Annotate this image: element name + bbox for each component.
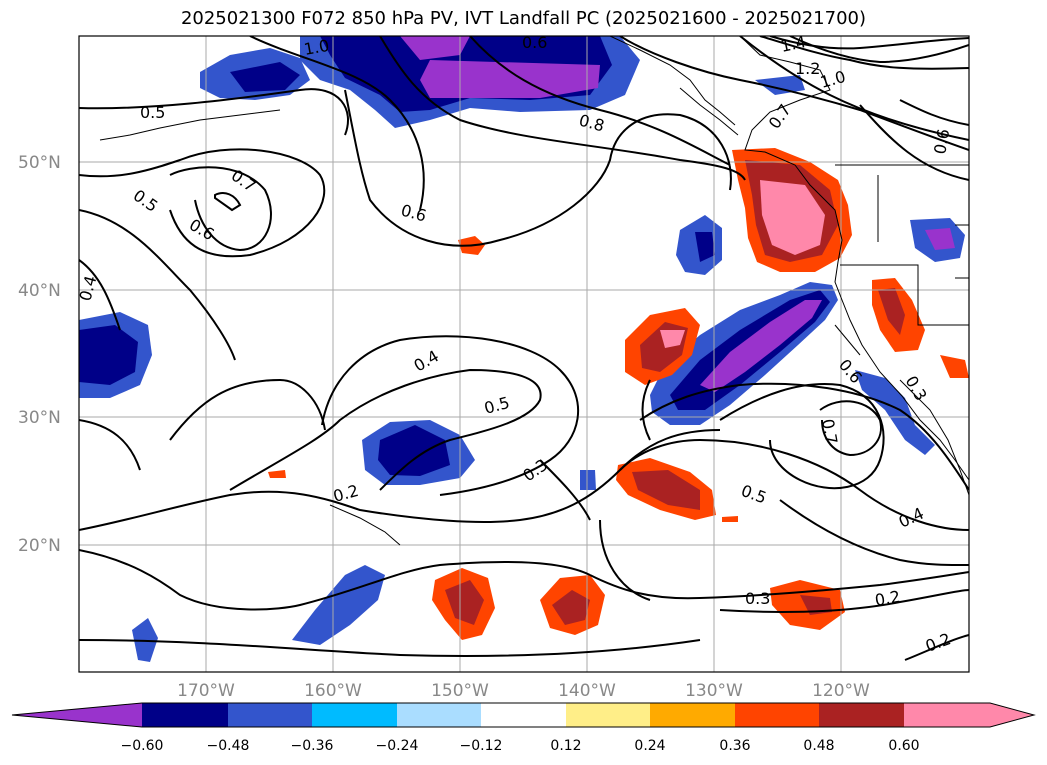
colorbar-tick-label: 0.36 bbox=[719, 738, 750, 754]
lon-label: 150°W bbox=[431, 681, 489, 701]
map-title: 2025021300 F072 850 hPa PV, IVT Landfall… bbox=[180, 8, 867, 29]
lon-label: 170°W bbox=[177, 681, 235, 701]
contour-label: 1.4 bbox=[779, 32, 808, 56]
contour-label: 1.2 bbox=[795, 59, 820, 78]
lon-label: 140°W bbox=[558, 681, 616, 701]
lon-label: 130°W bbox=[685, 681, 743, 701]
colorbar-segment bbox=[566, 703, 650, 727]
colorbar-segment bbox=[312, 703, 397, 727]
negative-pv-region-sw bbox=[292, 565, 385, 645]
colorbar-tick-label: −0.24 bbox=[376, 738, 419, 754]
colorbar-segment bbox=[819, 703, 904, 727]
lon-label: 120°W bbox=[812, 681, 870, 701]
map-area bbox=[79, 36, 969, 672]
colorbar-tick-label: −0.60 bbox=[121, 738, 164, 754]
longitude-axis: 170°W 160°W 150°W 140°W 130°W 120°W bbox=[177, 681, 870, 701]
colorbar: −0.60 −0.48 −0.36 −0.24 −0.12 0.12 0.24 … bbox=[11, 702, 1036, 754]
map-border bbox=[78, 35, 970, 673]
lat-label: 40°N bbox=[18, 281, 61, 301]
colorbar-tick-label: 0.12 bbox=[550, 738, 581, 754]
contour-label: 0.4 bbox=[76, 274, 101, 304]
colorbar-tick-label: −0.12 bbox=[460, 738, 503, 754]
colorbar-segment bbox=[481, 703, 566, 727]
colorbar-segment bbox=[397, 703, 481, 727]
coastlines bbox=[99, 36, 969, 546]
colorbar-tick-label: 0.60 bbox=[888, 738, 919, 754]
colorbar-segment bbox=[735, 703, 819, 727]
lon-label: 160°W bbox=[304, 681, 362, 701]
colorbar-outline bbox=[11, 702, 1036, 728]
colorbar-tick-label: −0.48 bbox=[207, 738, 250, 754]
lat-label: 20°N bbox=[18, 536, 61, 556]
contour-label: 0.6 bbox=[522, 33, 547, 52]
contour-label: 1.0 bbox=[302, 36, 330, 59]
colorbar-segment bbox=[142, 703, 228, 727]
colorbar-extend-low bbox=[12, 703, 142, 727]
colorbar-segment bbox=[228, 703, 312, 727]
pv-fill-layer bbox=[79, 36, 969, 662]
contour-label: 0.5 bbox=[140, 103, 165, 122]
colorbar-tick-label: 0.24 bbox=[634, 738, 665, 754]
colorbar-extend-high bbox=[904, 703, 1034, 727]
contour-label: 0.6 bbox=[930, 127, 953, 155]
contour-label: 0.2 bbox=[873, 587, 901, 610]
gridlines bbox=[79, 36, 969, 672]
contour-label: 0.3 bbox=[745, 589, 770, 608]
contour-label: 0.7 bbox=[818, 417, 841, 445]
colorbar-ticks: −0.60 −0.48 −0.36 −0.24 −0.12 0.12 0.24 … bbox=[121, 738, 920, 754]
colorbar-tick-label: 0.48 bbox=[803, 738, 834, 754]
colorbar-tick-label: −0.36 bbox=[291, 738, 334, 754]
lat-label: 30°N bbox=[18, 408, 61, 428]
pv-contours bbox=[79, 36, 969, 661]
latitude-axis: 50°N 40°N 30°N 20°N bbox=[18, 153, 61, 556]
colorbar-segment bbox=[650, 703, 735, 727]
lat-label: 50°N bbox=[18, 153, 61, 173]
